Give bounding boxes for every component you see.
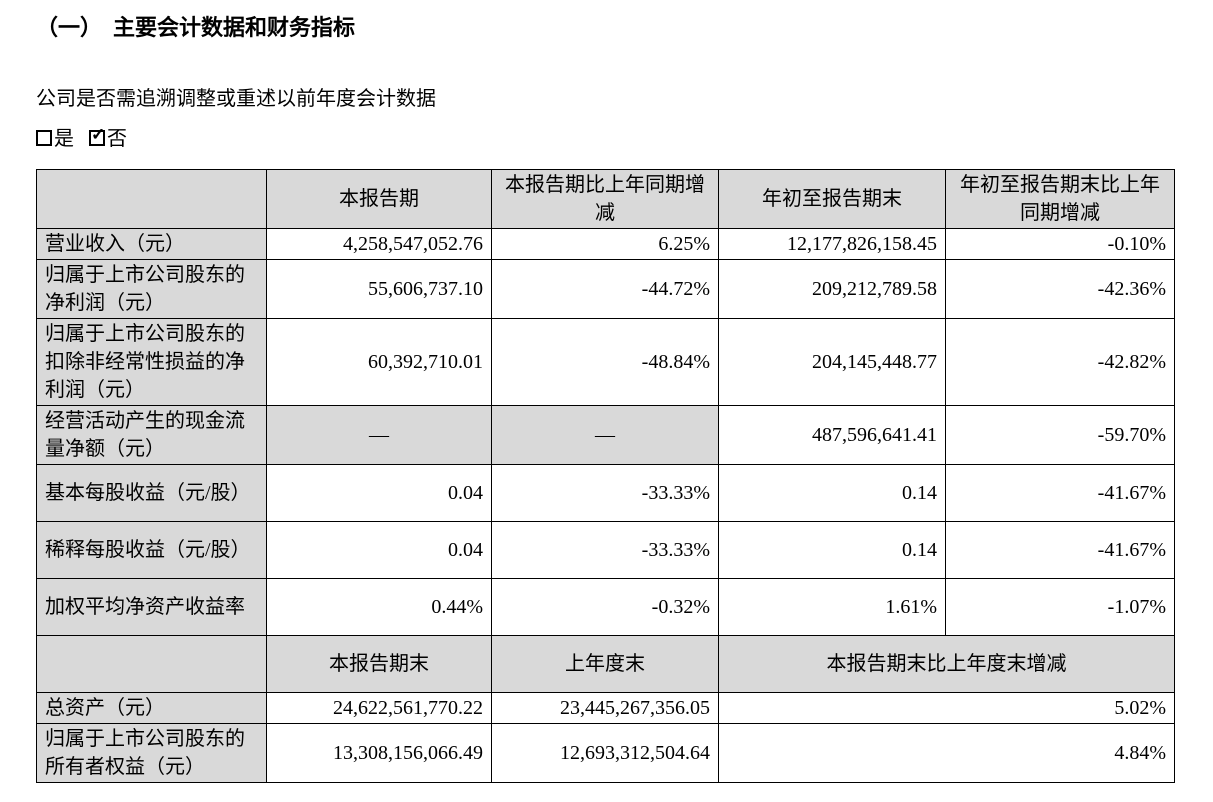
table-row: 总资产（元） 24,622,561,770.22 23,445,267,356.… bbox=[36, 692, 1175, 724]
column-header-period-end-change: 本报告期末比上年度末增减 bbox=[718, 635, 1175, 693]
table-cell-na: — bbox=[266, 405, 492, 465]
table-row: 稀释每股收益（元/股） 0.04 -33.33% 0.14 -41.67% bbox=[36, 521, 1175, 579]
table-cell: 12,693,312,504.64 bbox=[491, 723, 719, 783]
table-cell: -44.72% bbox=[491, 259, 719, 319]
table-row: 营业收入（元） 4,258,547,052.76 6.25% 12,177,82… bbox=[36, 228, 1175, 260]
table-cell: 487,596,641.41 bbox=[718, 405, 946, 465]
row-label: 加权平均净资产收益率 bbox=[36, 578, 267, 636]
table-cell: 23,445,267,356.05 bbox=[491, 692, 719, 724]
table-row: 归属于上市公司股东的扣除非经常性损益的净利润（元） 60,392,710.01 … bbox=[36, 318, 1175, 406]
question-text: 公司是否需追溯调整或重述以前年度会计数据 bbox=[36, 88, 436, 110]
checkbox-yes-box-icon[interactable] bbox=[36, 130, 52, 146]
table-header-row-2: 本报告期末 上年度末 本报告期末比上年度末增减 bbox=[36, 635, 1175, 693]
checkbox-row: 是 ✓ 否 bbox=[36, 126, 1213, 151]
financial-indicators-table: 本报告期 本报告期比上年同期增减 年初至报告期末 年初至报告期末比上年同期增减 … bbox=[36, 169, 1175, 783]
table-cell: 13,308,156,066.49 bbox=[266, 723, 492, 783]
table-cell: 0.14 bbox=[718, 464, 946, 522]
table-cell: -42.36% bbox=[945, 259, 1175, 319]
column-header-blank bbox=[36, 635, 267, 693]
table-cell: -41.67% bbox=[945, 464, 1175, 522]
table-cell: 24,622,561,770.22 bbox=[266, 692, 492, 724]
table-cell: 5.02% bbox=[718, 692, 1175, 724]
table-row: 基本每股收益（元/股） 0.04 -33.33% 0.14 -41.67% bbox=[36, 464, 1175, 522]
table-cell: 0.14 bbox=[718, 521, 946, 579]
page-title: （一） 主要会计数据和财务指标 bbox=[36, 15, 356, 40]
column-header-period-end: 本报告期末 bbox=[266, 635, 492, 693]
table-cell: 0.04 bbox=[266, 521, 492, 579]
table-cell: -59.70% bbox=[945, 405, 1175, 465]
table-cell: -33.33% bbox=[491, 464, 719, 522]
table-cell: 4.84% bbox=[718, 723, 1175, 783]
checkbox-no-box-icon[interactable]: ✓ bbox=[89, 126, 105, 146]
checkbox-no[interactable]: ✓ 否 bbox=[89, 126, 127, 150]
row-label: 归属于上市公司股东的扣除非经常性损益的净利润（元） bbox=[36, 318, 267, 406]
table-cell: 6.25% bbox=[491, 228, 719, 260]
table-cell: 4,258,547,052.76 bbox=[266, 228, 492, 260]
table-cell: -0.32% bbox=[491, 578, 719, 636]
table-cell: 1.61% bbox=[718, 578, 946, 636]
table-cell: 60,392,710.01 bbox=[266, 318, 492, 406]
table-row: 归属于上市公司股东的所有者权益（元） 13,308,156,066.49 12,… bbox=[36, 723, 1175, 783]
column-header-ytd: 年初至报告期末 bbox=[718, 169, 946, 229]
table-cell: -48.84% bbox=[491, 318, 719, 406]
check-mark-icon: ✓ bbox=[91, 125, 106, 144]
table-cell: 0.04 bbox=[266, 464, 492, 522]
row-label: 归属于上市公司股东的净利润（元） bbox=[36, 259, 267, 319]
table-cell: 0.44% bbox=[266, 578, 492, 636]
row-label: 归属于上市公司股东的所有者权益（元） bbox=[36, 723, 267, 783]
row-label: 总资产（元） bbox=[36, 692, 267, 724]
table-cell-na: — bbox=[491, 405, 719, 465]
row-label: 营业收入（元） bbox=[36, 228, 267, 260]
row-label: 基本每股收益（元/股） bbox=[36, 464, 267, 522]
table-row: 归属于上市公司股东的净利润（元） 55,606,737.10 -44.72% 2… bbox=[36, 259, 1175, 319]
checkbox-yes[interactable]: 是 bbox=[36, 128, 79, 150]
table-cell: 12,177,826,158.45 bbox=[718, 228, 946, 260]
table-cell: -0.10% bbox=[945, 228, 1175, 260]
table-cell: -1.07% bbox=[945, 578, 1175, 636]
table-row: 经营活动产生的现金流量净额（元） — — 487,596,641.41 -59.… bbox=[36, 405, 1175, 465]
row-label: 经营活动产生的现金流量净额（元） bbox=[36, 405, 267, 465]
column-header-blank bbox=[36, 169, 267, 229]
row-label: 稀释每股收益（元/股） bbox=[36, 521, 267, 579]
table-cell: 209,212,789.58 bbox=[718, 259, 946, 319]
table-row: 加权平均净资产收益率 0.44% -0.32% 1.61% -1.07% bbox=[36, 578, 1175, 636]
table-cell: 204,145,448.77 bbox=[718, 318, 946, 406]
table-header-row-1: 本报告期 本报告期比上年同期增减 年初至报告期末 年初至报告期末比上年同期增减 bbox=[36, 169, 1175, 229]
column-header-current-period-yoy: 本报告期比上年同期增减 bbox=[491, 169, 719, 229]
table-cell: -33.33% bbox=[491, 521, 719, 579]
column-header-current-period: 本报告期 bbox=[266, 169, 492, 229]
checkbox-no-label: 否 bbox=[107, 128, 127, 150]
table-cell: 55,606,737.10 bbox=[266, 259, 492, 319]
column-header-prior-year-end: 上年度末 bbox=[491, 635, 719, 693]
checkbox-yes-label: 是 bbox=[54, 128, 74, 150]
table-cell: -41.67% bbox=[945, 521, 1175, 579]
column-header-ytd-yoy: 年初至报告期末比上年同期增减 bbox=[945, 169, 1175, 229]
table-cell: -42.82% bbox=[945, 318, 1175, 406]
